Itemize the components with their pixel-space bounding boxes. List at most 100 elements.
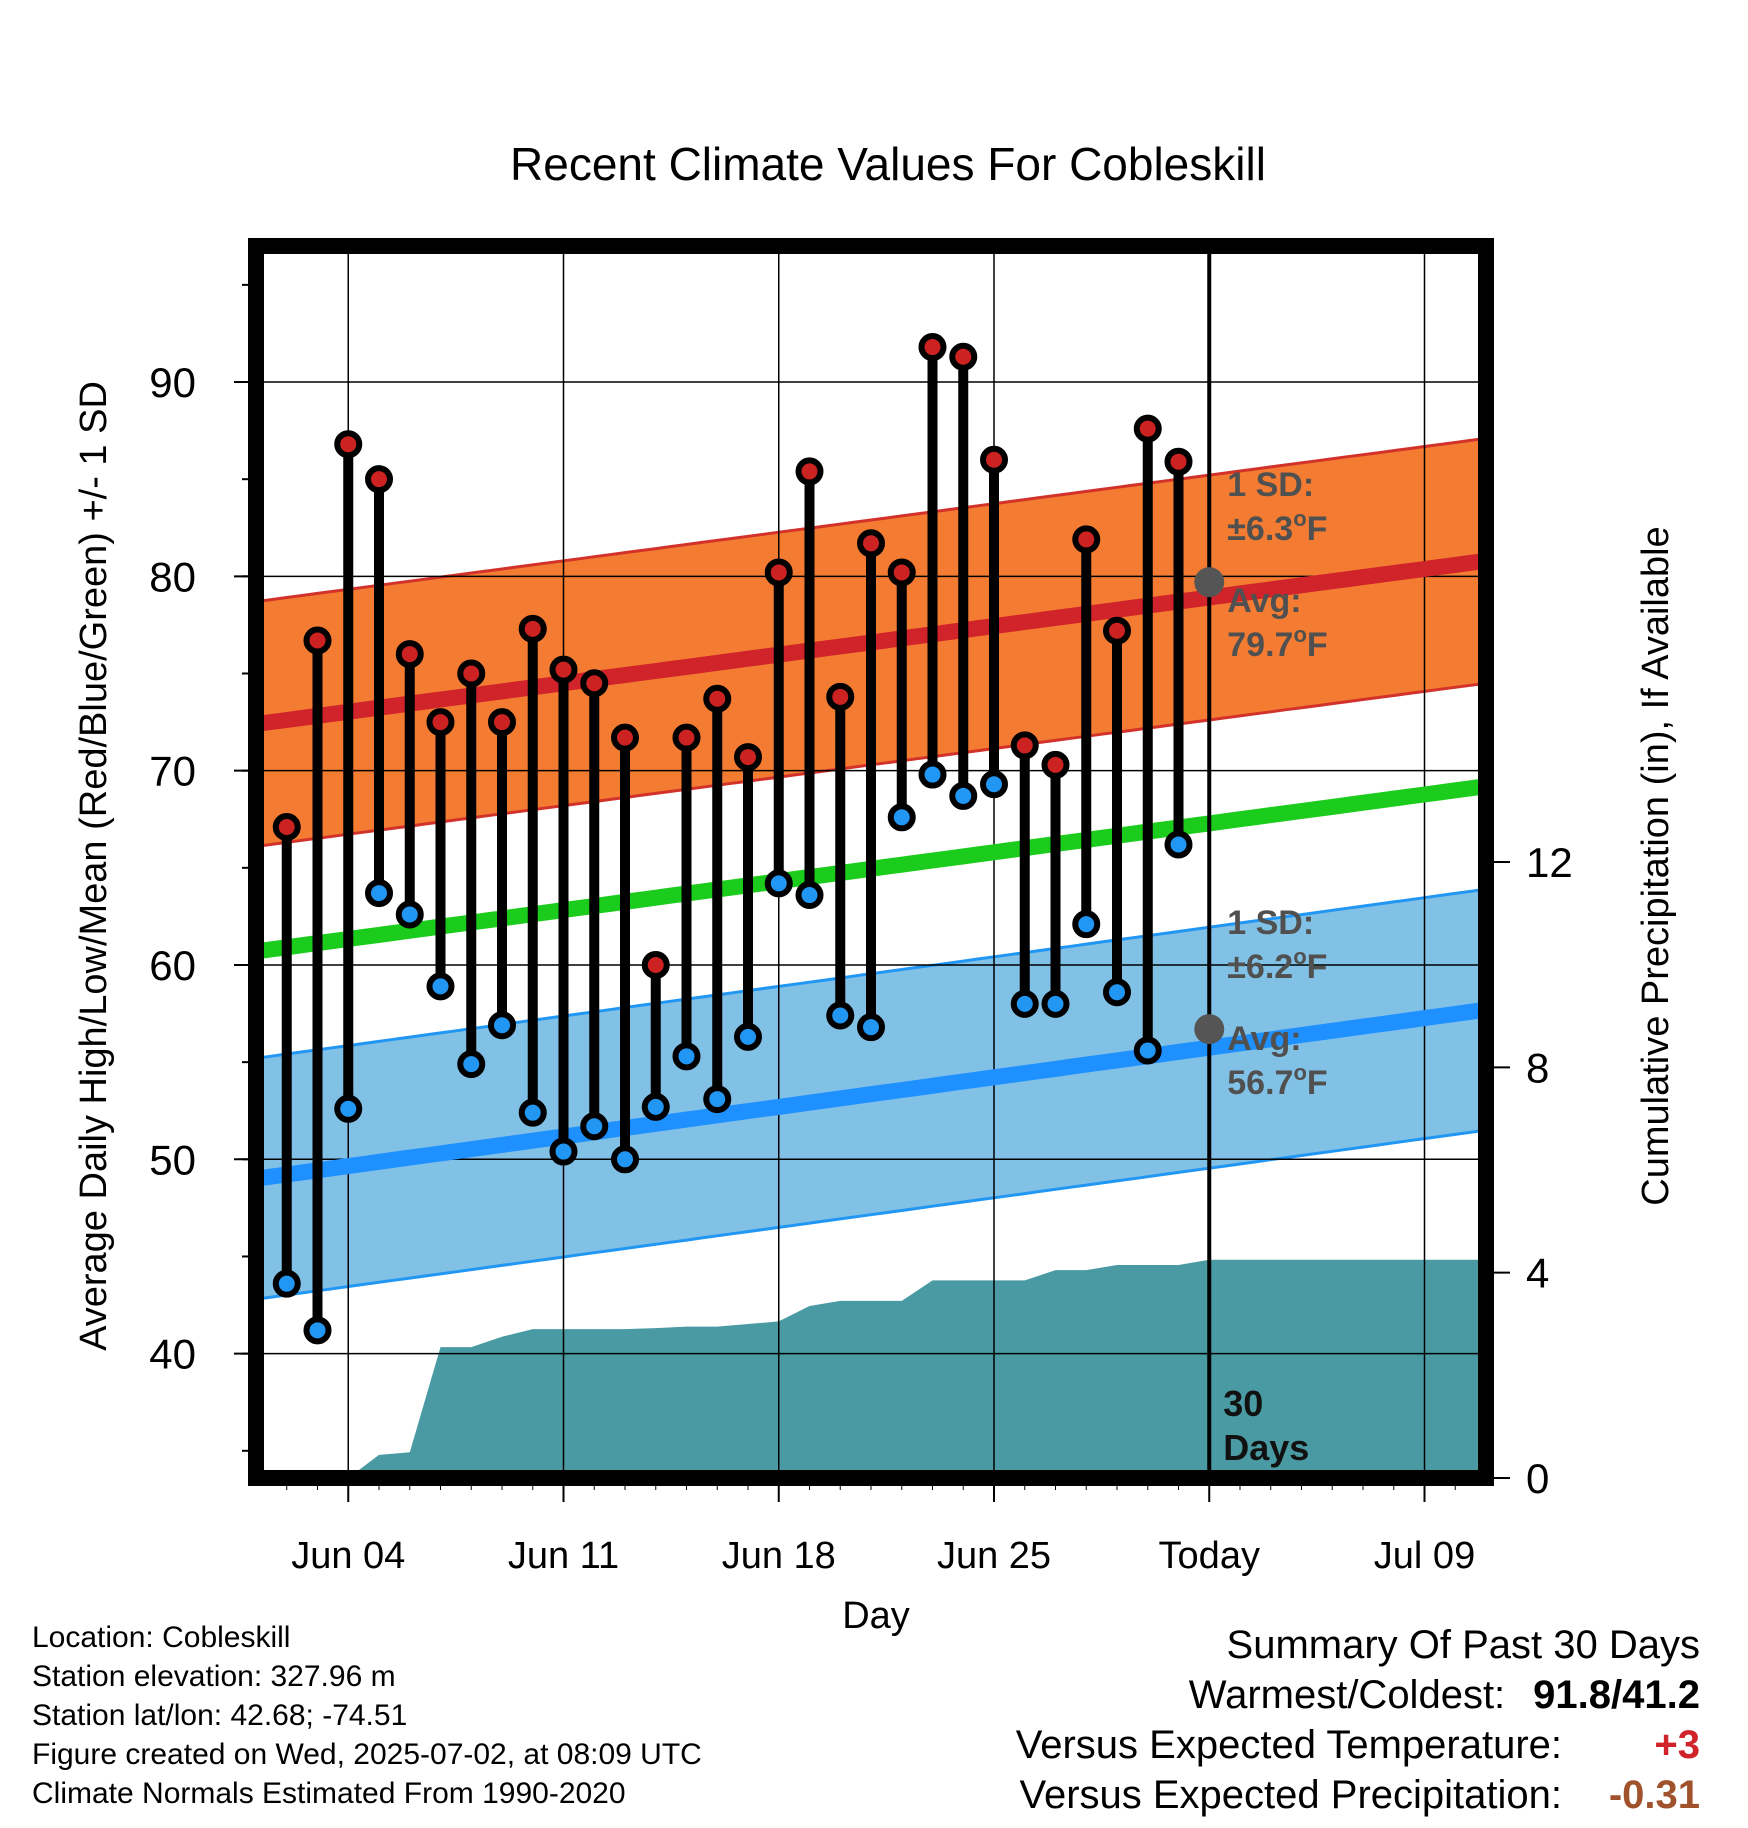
daily-high-point [1133, 414, 1162, 443]
low-sd-value: ±6.2oF [1227, 944, 1327, 986]
daily-low-point [549, 1137, 578, 1166]
created-text: Figure created on Wed, 2025-07-02, at 08… [32, 1738, 702, 1771]
daily-high-point [1041, 750, 1070, 779]
daily-high-point [826, 682, 855, 711]
y-left-tick-label: 90 [149, 359, 196, 406]
daily-low-point [334, 1094, 363, 1123]
y-left-tick-label: 60 [149, 942, 196, 989]
daily-high-point [365, 465, 393, 494]
high-sd-value: ±6.3oF [1227, 506, 1327, 548]
warmest-coldest-label: Warmest/Coldest: [1188, 1673, 1506, 1717]
daily-low-point [488, 1011, 516, 1040]
daily-high-point [518, 614, 547, 643]
y-left-tick-label: 50 [149, 1136, 196, 1183]
summary-title: Summary Of Past 30 Days [1226, 1623, 1700, 1667]
summary-panel: Summary Of Past 30 Days Warmest/Coldest:… [1016, 1620, 1700, 1820]
daily-high-point [949, 342, 978, 371]
y-right-tick-label: 8 [1526, 1044, 1549, 1091]
normal-low-line [256, 1001, 1486, 1187]
daily-high-point [457, 659, 486, 688]
daily-high-point [1103, 616, 1131, 645]
daily-high-point [334, 430, 363, 459]
daily-high-point [795, 457, 824, 486]
today-days-label: Days [1223, 1427, 1309, 1468]
daily-low-point [795, 881, 824, 910]
normals-text: Climate Normals Estimated From 1990-2020 [32, 1777, 626, 1810]
daily-high-point [641, 950, 670, 979]
station-info: Location: Cobleskill Station elevation: … [32, 1618, 702, 1813]
daily-high-point [918, 333, 947, 362]
daily-high-point [672, 723, 701, 752]
daily-high-point [1164, 447, 1193, 476]
low-avg-value: 56.7oF [1227, 1060, 1327, 1102]
daily-high-point [426, 708, 455, 737]
daily-high-point [857, 529, 885, 558]
avg-marker [1194, 1014, 1225, 1045]
low-band-lower-edge [256, 1128, 1486, 1301]
warmest-coldest-value: 91.8/41.2 [1533, 1673, 1700, 1717]
daily-low-point [611, 1145, 639, 1174]
daily-low-point [303, 1316, 332, 1345]
daily-low-point [703, 1085, 732, 1114]
summary-warmest-coldest: Warmest/Coldest: 91.8/41.2 [1016, 1670, 1700, 1720]
x-tick-label: Jun 18 [722, 1535, 836, 1577]
daily-high-point [303, 626, 332, 655]
daily-high-point [980, 445, 1008, 474]
daily-high-point [549, 655, 578, 684]
daily-low-point [457, 1050, 486, 1079]
y-right-tick-label: 0 [1526, 1455, 1549, 1502]
daily-low-point [826, 1001, 855, 1030]
high-avg-value: 79.7oF [1227, 622, 1327, 664]
summary-precip: Versus Expected Precipitation: -0.31 [1016, 1770, 1700, 1820]
daily-high-point [272, 813, 301, 842]
x-tick-label: Jul 09 [1374, 1535, 1475, 1577]
y-right-tick-label: 12 [1526, 839, 1573, 886]
daily-low-point [641, 1092, 670, 1121]
daily-high-point [703, 684, 732, 713]
daily-low-point [887, 803, 916, 832]
x-tick-label: Jun 25 [937, 1535, 1051, 1577]
plot-frame [248, 238, 1494, 1486]
daily-low-point [518, 1098, 547, 1127]
daily-low-point [272, 1269, 301, 1298]
daily-low-point [980, 770, 1008, 799]
high-avg-label: Avg: [1227, 582, 1301, 620]
daily-high-point [887, 558, 916, 587]
location-text: Location: Cobleskill [32, 1621, 291, 1654]
daily-low-point [1133, 1036, 1162, 1065]
elevation-text: Station elevation: 327.96 m [32, 1660, 396, 1693]
y-left-tick-label: 40 [149, 1331, 196, 1378]
temp-vs-expected-value: +3 [1654, 1723, 1700, 1767]
latlon-text: Station lat/lon: 42.68; -74.51 [32, 1699, 408, 1732]
precip-vs-expected-label: Versus Expected Precipitation: [1019, 1773, 1562, 1817]
y-left-tick-label: 70 [149, 748, 196, 795]
daily-low-point [1041, 989, 1070, 1018]
daily-low-point [1010, 989, 1039, 1018]
today-days-count: 30 [1223, 1383, 1263, 1424]
daily-low-point [426, 972, 455, 1001]
y-right-tick-label: 4 [1526, 1250, 1549, 1297]
daily-high-point [1010, 731, 1039, 760]
daily-high-point [764, 558, 793, 587]
temp-vs-expected-label: Versus Expected Temperature: [1015, 1723, 1562, 1767]
daily-low-point [395, 900, 424, 929]
daily-low-point [672, 1042, 701, 1071]
daily-low-point [949, 781, 978, 810]
daily-low-point [1103, 978, 1131, 1007]
summary-temp: Versus Expected Temperature: +3 [1016, 1720, 1700, 1770]
daily-high-point [1072, 525, 1101, 554]
y-left-tick-label: 80 [149, 553, 196, 600]
x-tick-label: Today [1159, 1535, 1260, 1577]
low-sd-label: 1 SD: [1227, 904, 1314, 942]
daily-high-point [395, 640, 424, 669]
daily-high-point [734, 743, 762, 772]
daily-low-point [857, 1013, 885, 1042]
daily-low-point [764, 869, 793, 898]
x-tick-label: Jun 04 [291, 1535, 405, 1577]
daily-low-point [918, 760, 947, 789]
daily-low-point [580, 1112, 609, 1141]
avg-marker [1194, 567, 1225, 598]
